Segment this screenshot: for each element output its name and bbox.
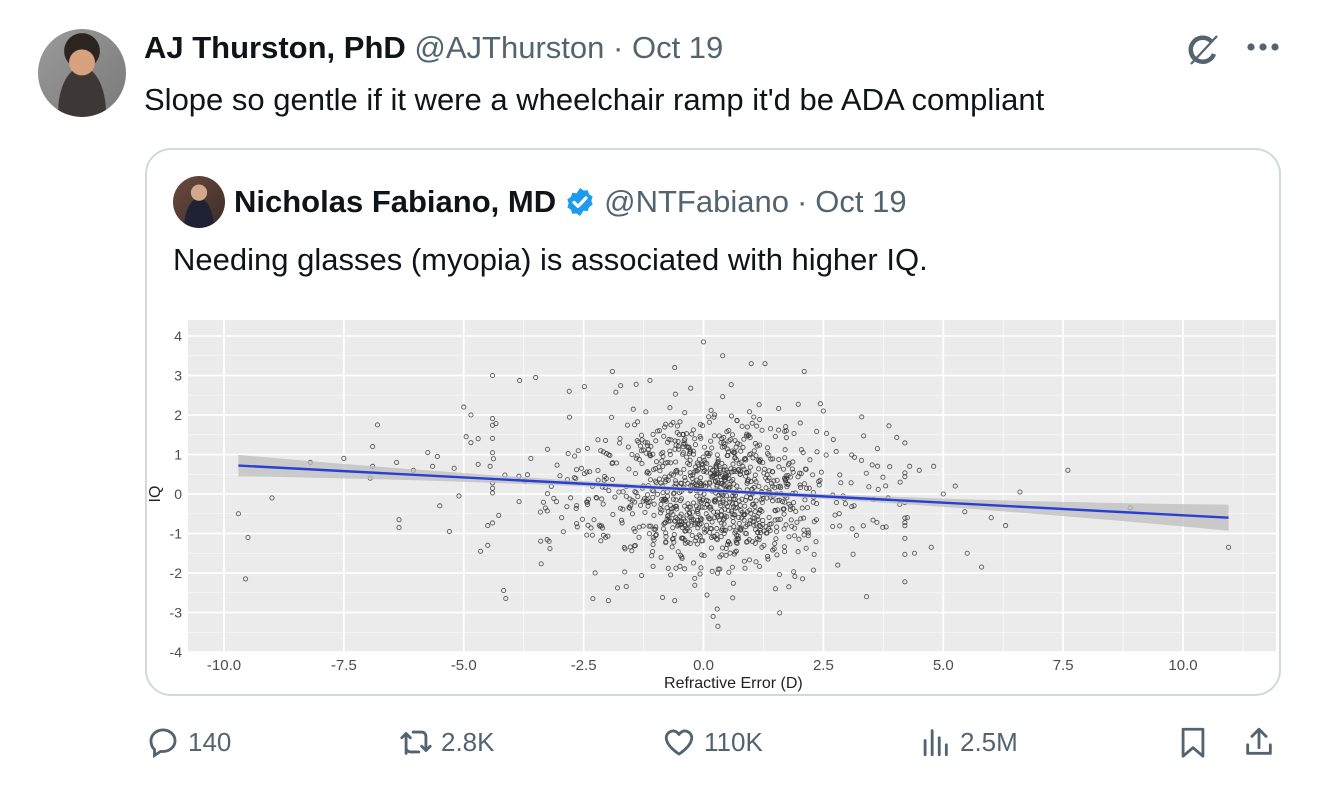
grok-icon[interactable] bbox=[1183, 30, 1223, 70]
tweet-actions: 140 2.8K 110K 2.5M bbox=[0, 725, 1318, 769]
quoted-author-handle[interactable]: @NTFabiano bbox=[604, 184, 789, 219]
verified-badge-icon bbox=[567, 188, 593, 216]
author-name[interactable]: AJ Thurston, PhD bbox=[144, 30, 406, 65]
x-tick-label: 7.5 bbox=[1053, 657, 1074, 674]
x-tick-label: 5.0 bbox=[933, 657, 954, 674]
views-button[interactable]: 2.5M bbox=[918, 725, 1018, 759]
x-tick-label: -5.0 bbox=[451, 657, 477, 674]
y-tick-label: 1 bbox=[174, 447, 182, 463]
y-tick-label: 2 bbox=[174, 407, 182, 423]
x-axis-label: Refractive Error (D) bbox=[664, 675, 803, 692]
author-handle[interactable]: @AJThurston bbox=[414, 30, 605, 65]
y-tick-label: 0 bbox=[174, 486, 182, 502]
y-axis-label: IQ bbox=[147, 486, 164, 503]
x-tick-label: 0.0 bbox=[693, 657, 714, 674]
reply-count: 140 bbox=[188, 726, 232, 757]
tweet-date[interactable]: Oct 19 bbox=[631, 30, 724, 65]
reply-icon bbox=[149, 728, 177, 759]
y-tick-label: 4 bbox=[174, 328, 182, 344]
y-tick-label: -2 bbox=[170, 565, 183, 581]
bookmark-icon bbox=[1181, 727, 1205, 758]
y-tick-label: -1 bbox=[170, 526, 183, 542]
x-tick-label: -7.5 bbox=[331, 657, 357, 674]
separator: · bbox=[613, 30, 624, 65]
quoted-author-avatar[interactable] bbox=[173, 176, 225, 228]
tweet-header: AJ Thurston, PhD @AJThurston · Oct 19 bbox=[144, 30, 723, 66]
bookmark-button[interactable] bbox=[1176, 725, 1218, 759]
y-tick-label: -3 bbox=[170, 605, 183, 621]
share-button[interactable] bbox=[1242, 725, 1284, 759]
share-icon bbox=[1246, 727, 1272, 755]
x-tick-label: -2.5 bbox=[571, 657, 597, 674]
x-tick-label: -10.0 bbox=[207, 657, 241, 674]
y-tick-label: -4 bbox=[170, 644, 183, 660]
quoted-author-name[interactable]: Nicholas Fabiano, MD bbox=[234, 184, 557, 219]
like-count: 110K bbox=[704, 726, 763, 757]
like-button[interactable]: 110K bbox=[662, 725, 763, 759]
y-tick-label: 3 bbox=[174, 368, 182, 384]
repost-icon bbox=[400, 730, 432, 755]
quoted-tweet-date[interactable]: Oct 19 bbox=[815, 184, 907, 219]
heart-icon bbox=[664, 729, 694, 756]
repost-button[interactable]: 2.8K bbox=[399, 725, 495, 759]
x-tick-label: 2.5 bbox=[813, 657, 834, 674]
author-avatar[interactable] bbox=[38, 29, 126, 117]
separator: · bbox=[796, 184, 808, 219]
quoted-tweet-text: Needing glasses (myopia) is associated w… bbox=[173, 242, 928, 277]
tweet-text: Slope so gentle if it were a wheelchair … bbox=[144, 82, 1045, 117]
repost-count: 2.8K bbox=[441, 726, 495, 757]
views-count: 2.5M bbox=[960, 726, 1018, 757]
quoted-tweet-header: Nicholas Fabiano, MD @NTFabiano · Oct 19 bbox=[234, 184, 907, 220]
quoted-tweet-card[interactable]: Nicholas Fabiano, MD @NTFabiano · Oct 19… bbox=[145, 148, 1281, 696]
more-icon[interactable] bbox=[1246, 41, 1280, 53]
regression-line bbox=[238, 464, 1229, 519]
scatter-plot-image[interactable]: -10.0 -7.5 -5.0 -2.5 0.0 2.5 5.0 7.5 10.0 -4 -3 -2 -… bbox=[147, 310, 1281, 696]
x-tick-label: 10.0 bbox=[1168, 657, 1197, 674]
reply-button[interactable]: 140 bbox=[146, 725, 231, 759]
views-icon bbox=[923, 729, 948, 757]
